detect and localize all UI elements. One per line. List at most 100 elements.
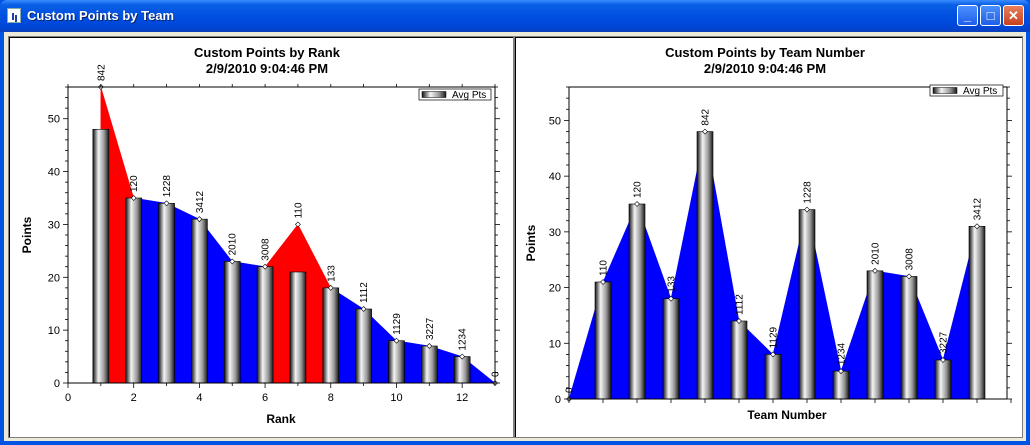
legend-box	[418, 88, 492, 101]
data-label: 1129	[769, 326, 780, 348]
point-marker	[229, 258, 236, 265]
bar	[662, 298, 680, 400]
bar	[421, 345, 438, 384]
point-marker	[163, 200, 170, 207]
data-label: 3412	[195, 190, 206, 213]
legend-swatch	[932, 87, 958, 94]
data-label: 2010	[871, 242, 882, 265]
x-tick-label: 2	[131, 392, 137, 404]
y-tick-label: 0	[555, 394, 561, 406]
data-label: 1228	[162, 175, 173, 198]
y-tick-label: 40	[48, 167, 60, 179]
point-marker	[360, 306, 367, 312]
point-marker	[196, 216, 203, 223]
window-client-area: Custom Points by Rank 2/9/2010 9:04:46 PM…	[4, 32, 1026, 441]
bar	[256, 266, 274, 384]
bar	[223, 261, 241, 384]
data-label: 0	[565, 387, 576, 393]
data-label: 1112	[735, 294, 746, 315]
data-label: 3227	[425, 317, 436, 340]
legend-label: Avg Pts	[963, 86, 997, 97]
bar	[92, 128, 110, 384]
data-label: 1234	[837, 342, 848, 365]
close-button[interactable]: ✕	[1003, 5, 1024, 26]
y-axis-label: Points	[524, 224, 538, 261]
bar	[696, 131, 714, 400]
y-tick-label: 20	[549, 283, 561, 295]
chart-title: Custom Points by Rank	[194, 45, 341, 60]
point-marker	[940, 357, 946, 363]
bar	[968, 225, 986, 400]
point-marker	[130, 195, 137, 201]
y-axis-label: Points	[20, 216, 34, 253]
data-label: 0	[491, 371, 502, 377]
point-marker	[736, 318, 742, 324]
bar	[730, 320, 748, 400]
title-bar[interactable]: Custom Points by Team _ □ ✕	[0, 0, 1030, 32]
point-marker	[702, 128, 708, 135]
x-tick-label: 6	[262, 392, 268, 404]
bar	[832, 370, 850, 400]
bar	[594, 281, 612, 400]
chart-title: Custom Points by Team Number	[665, 45, 865, 60]
point-marker	[459, 353, 466, 360]
x-tick-label: 4	[196, 392, 202, 404]
bar	[628, 203, 646, 400]
x-axis-label: Rank	[266, 412, 296, 426]
chart-subtitle: 2/9/2010 9:04:46 PM	[704, 61, 826, 76]
data-label: 120	[633, 181, 644, 198]
point-marker	[262, 263, 269, 270]
bar	[764, 354, 782, 400]
point-marker	[668, 295, 674, 302]
bar	[125, 197, 142, 384]
chart-subtitle: 2/9/2010 9:04:46 PM	[206, 61, 328, 76]
bar	[798, 209, 816, 400]
y-tick-label: 0	[54, 378, 60, 390]
data-label: 1228	[803, 181, 814, 204]
y-tick-label: 20	[48, 272, 60, 284]
y-tick-label: 30	[48, 219, 60, 231]
x-tick-label: 8	[328, 392, 334, 404]
bar	[158, 202, 175, 384]
point-marker	[393, 337, 400, 344]
maximize-button[interactable]: □	[980, 5, 1001, 26]
legend-box	[929, 84, 1004, 97]
y-tick-label: 10	[48, 325, 60, 337]
data-label: 120	[129, 175, 140, 192]
point-marker	[294, 221, 301, 228]
team-chart-panel: Custom Points by Team Number 2/9/2010 9:0…	[514, 36, 1023, 438]
y-tick-label: 30	[549, 227, 561, 239]
data-label: 3008	[261, 238, 272, 261]
x-axis-label: Team Number	[747, 408, 826, 422]
bar	[900, 276, 918, 400]
bar	[191, 218, 208, 384]
bar	[453, 356, 471, 384]
window-title: Custom Points by Team	[27, 8, 175, 23]
point-marker	[974, 223, 980, 230]
data-label: 1234	[458, 328, 469, 351]
bar	[934, 359, 952, 400]
minimize-button[interactable]: _	[957, 5, 978, 26]
point-marker	[634, 201, 640, 207]
data-label: 3412	[973, 198, 984, 221]
point-marker	[872, 267, 878, 274]
data-label: 842	[701, 108, 712, 125]
bar	[322, 287, 340, 384]
x-tick-label: 0	[65, 392, 71, 404]
bar	[866, 270, 884, 400]
point-marker	[838, 368, 844, 375]
data-label: 842	[96, 64, 107, 81]
data-label: 110	[293, 202, 304, 218]
legend-label: Avg Pts	[452, 90, 486, 101]
data-label: 110	[599, 260, 610, 276]
data-label: 133	[667, 276, 678, 293]
bar	[355, 308, 372, 384]
data-label: 3008	[905, 248, 916, 271]
chart-app-icon[interactable]	[7, 8, 21, 23]
x-tick-label: 10	[390, 392, 402, 404]
bar	[289, 271, 307, 384]
point-marker	[327, 284, 334, 291]
